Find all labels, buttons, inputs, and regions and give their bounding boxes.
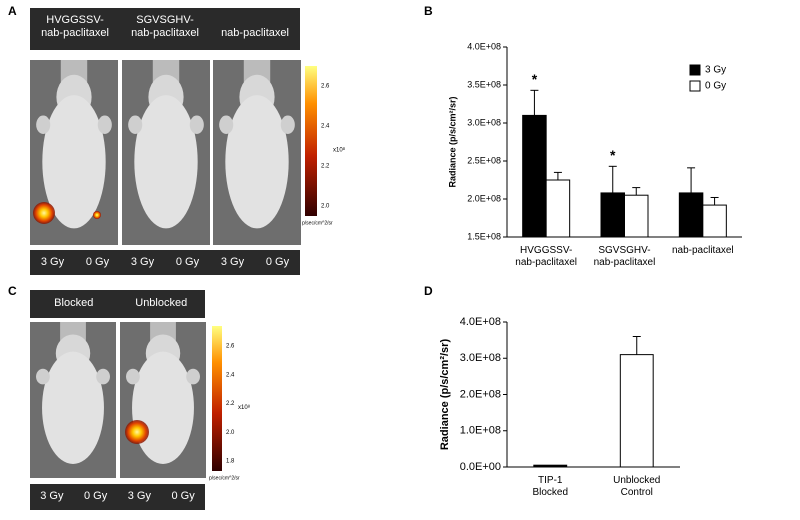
- colorbar-tick: 2.4: [321, 124, 330, 130]
- y-tick-label: 3.0E+08: [467, 117, 501, 127]
- tumor-signal: [125, 420, 149, 444]
- panel-header: [30, 290, 205, 318]
- y-axis-label: Radiance (p/s/cm²/sr): [447, 96, 457, 187]
- footer-label: 3 Gy: [130, 255, 155, 268]
- mouse-arm: [219, 115, 234, 134]
- colorbar-tick: 2.6: [321, 84, 330, 90]
- mouse-arm: [36, 115, 51, 134]
- header-label: Blocked: [54, 297, 94, 309]
- bar: [545, 179, 571, 238]
- legend-swatch: [689, 80, 701, 92]
- colorbar-tick: 2.6: [226, 344, 235, 350]
- header-label: HVGGSSV- nab-paclitaxel: [41, 14, 109, 39]
- x-tick-label: Unblocked Control: [613, 475, 661, 498]
- colorbar-tick: 1.8: [226, 459, 235, 465]
- mouse-arm: [186, 368, 200, 385]
- header-label: SGVSGHV- nab-paclitaxel: [131, 14, 199, 39]
- bar: [678, 192, 704, 238]
- colorbar-tick: 2.4: [226, 372, 235, 378]
- x-tick-label: TIP-1 Blocked: [532, 475, 569, 498]
- panel-footer: [30, 484, 205, 510]
- bar: [600, 192, 625, 238]
- legend-label: 3 Gy: [705, 65, 726, 76]
- y-tick-label: 1.5E+08: [467, 231, 501, 241]
- bar: [533, 464, 568, 468]
- mouse-arm: [280, 115, 295, 134]
- bar: [522, 114, 547, 238]
- significance-mark: *: [532, 71, 538, 87]
- footer-label: 3 Gy: [220, 255, 245, 268]
- bar: [619, 354, 654, 468]
- colorbar-exponent: x10⁸: [333, 147, 346, 154]
- x-tick-label: HVGGSSV- nab-paclitaxel: [515, 245, 578, 268]
- footer-label: 0 Gy: [171, 490, 195, 502]
- colorbar: [212, 326, 222, 471]
- colorbar-tick: 2.0: [321, 204, 330, 210]
- header-label: nab-paclitaxel: [221, 26, 289, 39]
- mouse-arm: [97, 115, 112, 134]
- y-tick-label: 2.0E+08: [467, 193, 501, 203]
- y-tick-label: 2.0E+08: [460, 388, 501, 400]
- footer-label: 0 Gy: [265, 255, 290, 268]
- mouse-body: [225, 95, 289, 229]
- colorbar-exponent: x10⁸: [238, 404, 251, 411]
- mouse-body: [42, 95, 106, 229]
- y-tick-label: 3.5E+08: [467, 79, 501, 89]
- mouse-arm: [36, 368, 50, 385]
- panel-header: [30, 8, 300, 50]
- bar: [624, 194, 649, 238]
- footer-label: 0 Gy: [175, 255, 200, 268]
- panel-letter: D: [424, 284, 433, 298]
- y-tick-label: 2.5E+08: [467, 155, 501, 165]
- y-tick-label: 3.0E+08: [460, 352, 501, 364]
- x-tick-label: nab-paclitaxel: [671, 245, 734, 256]
- y-axis-label: Radiance (p/s/cm²/sr): [439, 339, 451, 451]
- footer-label: 3 Gy: [40, 490, 64, 502]
- colorbar: [305, 66, 317, 216]
- footer-label: 0 Gy: [85, 255, 110, 268]
- header-label: Unblocked: [135, 297, 188, 309]
- footer-label: 3 Gy: [127, 490, 151, 502]
- mouse-body: [134, 95, 198, 229]
- panel-footer: [30, 250, 300, 275]
- y-tick-label: 4.0E+08: [467, 41, 501, 51]
- mouse-arm: [126, 368, 140, 385]
- colorbar-unit: p/sec/cm^2/sr: [209, 475, 240, 481]
- mouse-arm: [128, 115, 143, 134]
- mouse-arm: [96, 368, 110, 385]
- mouse-body: [132, 351, 194, 464]
- footer-label: 0 Gy: [84, 490, 108, 502]
- mouse-body: [42, 351, 104, 464]
- y-tick-label: 1.0E+08: [460, 425, 501, 437]
- x-tick-label: SGVSGHV- nab-paclitaxel: [593, 245, 656, 268]
- panel-letter: C: [8, 284, 17, 298]
- legend-swatch: [689, 64, 701, 76]
- colorbar-tick: 2.0: [226, 430, 235, 436]
- colorbar-tick: 2.2: [321, 164, 330, 170]
- y-tick-label: 4.0E+08: [460, 316, 501, 328]
- tumor-signal: [93, 211, 101, 219]
- y-tick-label: 0.0E+00: [460, 461, 501, 473]
- panel-letter: B: [424, 4, 433, 18]
- panel-letter: A: [8, 4, 17, 18]
- footer-label: 3 Gy: [40, 255, 65, 268]
- bar: [702, 204, 727, 238]
- legend-label: 0 Gy: [705, 81, 726, 92]
- colorbar-unit: p/sec/cm^2/sr: [302, 220, 333, 226]
- tumor-signal: [33, 202, 55, 224]
- colorbar-tick: 2.2: [226, 401, 235, 407]
- mouse-arm: [189, 115, 204, 134]
- significance-mark: *: [610, 147, 616, 163]
